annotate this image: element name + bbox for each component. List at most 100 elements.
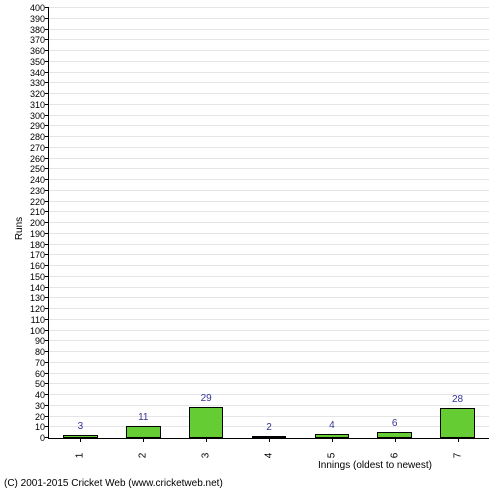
x-tick-mark <box>269 438 270 442</box>
grid-line <box>49 244 489 245</box>
y-tick-mark <box>45 7 49 8</box>
y-tick-label: 20 <box>35 412 45 422</box>
y-tick-mark <box>45 147 49 148</box>
bar-value-label: 11 <box>138 412 148 423</box>
grid-line <box>49 308 489 309</box>
y-tick-label: 310 <box>30 100 45 110</box>
y-tick-mark <box>45 179 49 180</box>
grid-line <box>49 383 489 384</box>
grid-line <box>49 50 489 51</box>
grid-line <box>49 158 489 159</box>
bar <box>440 408 475 438</box>
y-tick-label: 70 <box>35 358 45 368</box>
y-tick-mark <box>45 287 49 288</box>
y-tick-label: 10 <box>35 422 45 432</box>
y-tick-label: 370 <box>30 35 45 45</box>
y-tick-mark <box>45 61 49 62</box>
x-tick-label: 7 <box>452 453 463 459</box>
y-tick-label: 390 <box>30 14 45 24</box>
y-tick-label: 130 <box>30 293 45 303</box>
y-tick-mark <box>45 340 49 341</box>
y-tick-label: 210 <box>30 207 45 217</box>
y-tick-mark <box>45 136 49 137</box>
x-tick-label: 6 <box>389 453 400 459</box>
y-tick-mark <box>45 82 49 83</box>
grid-line <box>49 29 489 30</box>
y-tick-mark <box>45 233 49 234</box>
y-tick-label: 290 <box>30 121 45 131</box>
y-tick-label: 260 <box>30 154 45 164</box>
grid-line <box>49 115 489 116</box>
y-tick-mark <box>45 244 49 245</box>
y-tick-label: 40 <box>35 390 45 400</box>
grid-line <box>49 254 489 255</box>
y-tick-mark <box>45 437 49 438</box>
y-tick-mark <box>45 362 49 363</box>
y-tick-label: 150 <box>30 272 45 282</box>
y-tick-label: 240 <box>30 175 45 185</box>
grid-line <box>49 147 489 148</box>
y-tick-label: 280 <box>30 132 45 142</box>
y-tick-label: 110 <box>31 315 45 325</box>
y-tick-label: 350 <box>30 57 45 67</box>
x-tick-mark <box>143 438 144 442</box>
y-tick-label: 200 <box>30 218 45 228</box>
grid-line <box>49 287 489 288</box>
y-tick-mark <box>45 104 49 105</box>
y-tick-label: 340 <box>30 68 45 78</box>
grid-line <box>49 233 489 234</box>
y-tick-mark <box>45 29 49 30</box>
grid-line <box>49 190 489 191</box>
y-tick-label: 360 <box>30 46 45 56</box>
y-tick-mark <box>45 265 49 266</box>
y-tick-mark <box>45 93 49 94</box>
y-tick-mark <box>45 394 49 395</box>
x-tick-label: 4 <box>264 453 275 459</box>
plot-area: 0102030405060708090100110120130140150160… <box>48 8 489 439</box>
grid-line <box>49 222 489 223</box>
grid-line <box>49 136 489 137</box>
grid-line <box>49 82 489 83</box>
y-tick-mark <box>45 297 49 298</box>
grid-line <box>49 373 489 374</box>
y-tick-label: 30 <box>35 401 45 411</box>
grid-line <box>49 319 489 320</box>
y-tick-mark <box>45 222 49 223</box>
x-tick-mark <box>332 438 333 442</box>
chart-container: 0102030405060708090100110120130140150160… <box>0 0 500 500</box>
grid-line <box>49 265 489 266</box>
y-axis-title: Runs <box>14 217 25 240</box>
bar <box>189 407 224 438</box>
bar-value-label: 28 <box>452 394 463 405</box>
y-tick-label: 250 <box>30 164 45 174</box>
grid-line <box>49 416 489 417</box>
y-tick-mark <box>45 211 49 212</box>
y-tick-mark <box>45 319 49 320</box>
grid-line <box>49 340 489 341</box>
y-tick-label: 50 <box>35 379 45 389</box>
grid-line <box>49 201 489 202</box>
bar-value-label: 29 <box>201 393 212 404</box>
y-tick-label: 120 <box>30 304 45 314</box>
y-tick-label: 330 <box>30 78 45 88</box>
grid-line <box>49 297 489 298</box>
y-tick-mark <box>45 50 49 51</box>
grid-line <box>49 394 489 395</box>
y-tick-label: 140 <box>30 283 45 293</box>
bar-value-label: 3 <box>78 421 84 432</box>
grid-line <box>49 405 489 406</box>
y-tick-label: 180 <box>30 240 45 250</box>
x-tick-label: 2 <box>138 453 149 459</box>
y-tick-mark <box>45 405 49 406</box>
y-tick-label: 270 <box>30 143 45 153</box>
grid-line <box>49 276 489 277</box>
y-tick-label: 320 <box>30 89 45 99</box>
y-tick-label: 170 <box>30 250 45 260</box>
y-tick-mark <box>45 330 49 331</box>
y-tick-label: 400 <box>30 3 45 13</box>
grid-line <box>49 362 489 363</box>
x-tick-mark <box>395 438 396 442</box>
y-tick-mark <box>45 416 49 417</box>
grid-line <box>49 61 489 62</box>
y-tick-mark <box>45 201 49 202</box>
